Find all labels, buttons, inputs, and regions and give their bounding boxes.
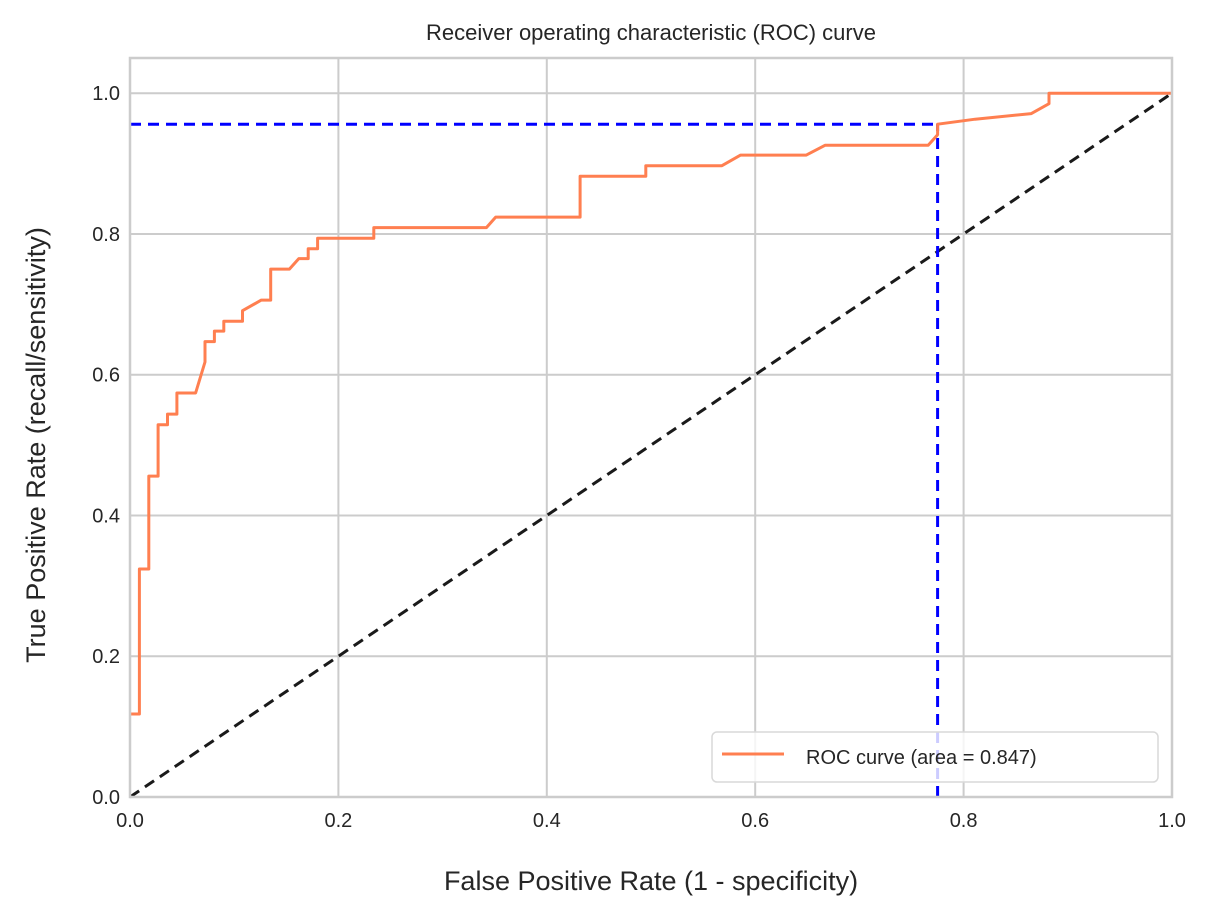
y-axis-label: True Positive Rate (recall/sensitivity) xyxy=(21,227,51,663)
chance-line xyxy=(129,91,1173,799)
x-tick-label: 0.8 xyxy=(950,810,978,832)
roc-series xyxy=(130,91,1172,716)
y-tick-label: 1.0 xyxy=(92,83,120,105)
grid xyxy=(129,58,1173,798)
plot-frame xyxy=(128,56,1174,799)
legend-box xyxy=(711,731,1159,783)
x-tick-label: 0.0 xyxy=(116,810,144,832)
x-tick-label: 0.2 xyxy=(324,810,352,832)
x-tick-label: 0.6 xyxy=(741,810,769,832)
y-tick-label: 0.2 xyxy=(92,646,120,668)
y-tick-label: 0.8 xyxy=(92,224,120,246)
x-tick-labels: 0.0 0.2 0.4 0.6 0.8 1.0 xyxy=(116,810,1186,832)
y-tick-label: 0.4 xyxy=(92,505,120,527)
legend: ROC curve (area = 0.847) xyxy=(711,731,1159,783)
x-tick-label: 0.4 xyxy=(533,810,561,832)
threshold-lines xyxy=(130,122,940,797)
y-tick-labels: 0.0 0.2 0.4 0.6 0.8 1.0 xyxy=(92,83,120,809)
roc-curve-line xyxy=(130,91,1172,716)
chart-title: Receiver operating characteristic (ROC) … xyxy=(426,20,876,45)
x-tick-label: 1.0 xyxy=(1158,810,1186,832)
x-axis-label: False Positive Rate (1 - specificity) xyxy=(444,866,858,896)
legend-entry-roc: ROC curve (area = 0.847) xyxy=(806,747,1037,769)
y-tick-label: 0.0 xyxy=(92,787,120,809)
y-tick-label: 0.6 xyxy=(92,365,120,387)
chance-diagonal-line xyxy=(129,91,1173,799)
